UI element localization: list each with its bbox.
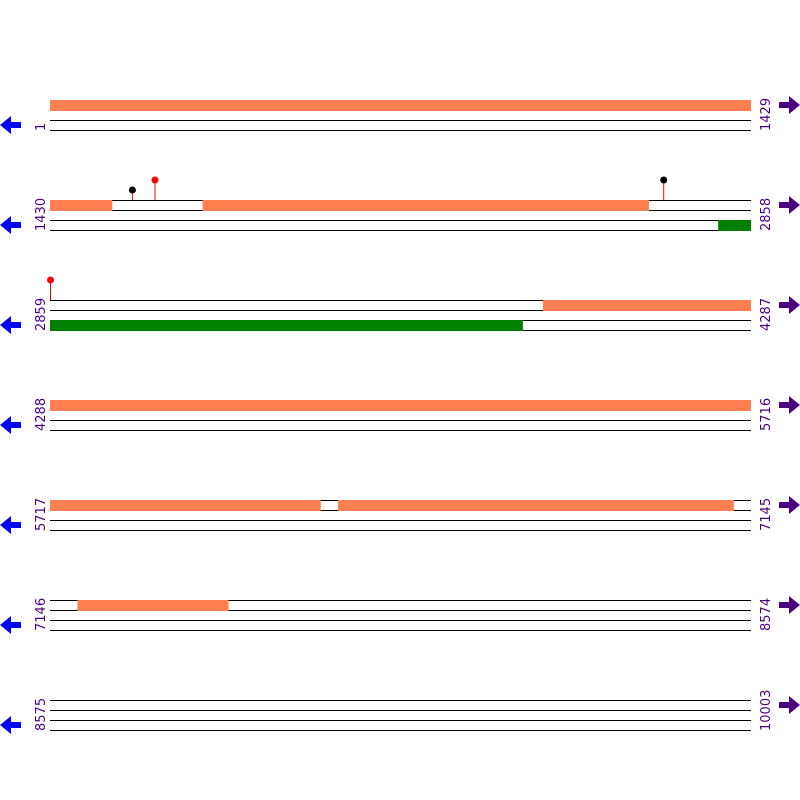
row-end-label: 8574 (759, 598, 774, 631)
right-arrow-icon[interactable] (779, 396, 800, 414)
row-end-label: 5716 (759, 398, 774, 431)
right-arrow-icon[interactable] (779, 196, 800, 214)
left-arrow-shape (0, 516, 21, 534)
left-arrow-shape (0, 616, 21, 634)
right-arrow-shape (779, 496, 800, 514)
row-end-label: 7145 (759, 498, 774, 531)
left-arrow-icon[interactable] (0, 616, 21, 634)
left-arrow-icon[interactable] (0, 216, 21, 234)
forward-feature[interactable] (50, 500, 321, 511)
right-arrow-shape (779, 296, 800, 314)
left-arrow-icon[interactable] (0, 116, 21, 134)
left-arrow-icon[interactable] (0, 516, 21, 534)
row-start-label: 7146 (34, 598, 49, 631)
map-row: 4288 5716 (0, 396, 800, 434)
marker-black-dot[interactable] (660, 176, 668, 184)
left-arrow-icon[interactable] (0, 316, 21, 334)
row-end-label: 1429 (759, 98, 774, 131)
left-arrow-shape (0, 216, 21, 234)
row-start-label: 8575 (34, 698, 49, 731)
row-start-label: 1430 (34, 198, 49, 231)
forward-feature[interactable] (50, 400, 751, 411)
map-row: 1 1429 (0, 96, 800, 134)
left-arrow-shape (0, 116, 21, 134)
forward-feature[interactable] (337, 500, 734, 511)
left-arrow-shape (0, 716, 21, 734)
right-arrow-icon[interactable] (779, 496, 800, 514)
row-start-label: 1 (34, 123, 49, 131)
right-arrow-icon[interactable] (779, 96, 800, 114)
right-arrow-icon[interactable] (779, 296, 800, 314)
reverse-feature[interactable] (718, 220, 751, 231)
forward-feature[interactable] (543, 300, 751, 311)
map-row: 1430 2858 (0, 176, 800, 234)
left-arrow-shape (0, 316, 21, 334)
row-start-label: 2859 (34, 298, 49, 331)
forward-feature[interactable] (50, 100, 751, 111)
left-arrow-shape (0, 416, 21, 434)
map-row: 8575 10003 (0, 690, 800, 734)
row-end-label: 4287 (759, 298, 774, 331)
marker-black-dot[interactable] (128, 186, 136, 194)
left-arrow-icon[interactable] (0, 416, 21, 434)
forward-feature[interactable] (50, 200, 113, 211)
right-arrow-shape (779, 196, 800, 214)
map-row: 5717 7145 (0, 496, 800, 534)
left-arrow-icon[interactable] (0, 716, 21, 734)
right-arrow-shape (779, 696, 800, 714)
forward-feature[interactable] (202, 200, 649, 211)
row-start-label: 5717 (34, 498, 49, 531)
marker-red-dot[interactable] (151, 176, 159, 184)
right-arrow-shape (779, 396, 800, 414)
marker-red-dot[interactable] (47, 276, 54, 284)
right-arrow-shape (779, 596, 800, 614)
right-arrow-icon[interactable] (779, 696, 800, 714)
forward-feature[interactable] (77, 600, 229, 611)
map-row: 7146 8574 (0, 596, 800, 634)
row-end-label: 2858 (759, 198, 774, 231)
row-start-label: 4288 (34, 398, 49, 431)
reverse-feature[interactable] (50, 320, 523, 331)
map-row: 2859 4287 (0, 276, 800, 334)
right-arrow-shape (779, 96, 800, 114)
right-arrow-icon[interactable] (779, 596, 800, 614)
row-end-label: 10003 (759, 690, 774, 731)
